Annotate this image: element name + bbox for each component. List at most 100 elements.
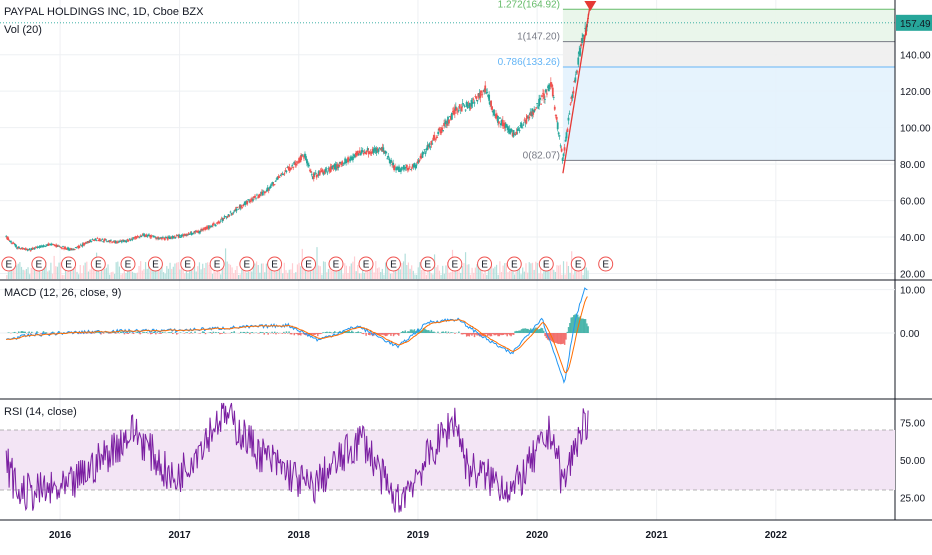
volume-bar <box>418 267 419 279</box>
candle-body <box>576 71 578 72</box>
volume-bar <box>426 275 427 279</box>
macd-title: MACD (12, 26, close, 9) <box>4 287 121 299</box>
candle-body <box>493 109 495 115</box>
candle-body <box>140 236 142 237</box>
volume-bar <box>465 252 466 279</box>
volume-bar <box>475 268 476 279</box>
macd-hist-bar <box>467 333 469 336</box>
volume-bar <box>107 264 108 279</box>
volume-bar <box>561 275 562 279</box>
candle-body <box>363 153 365 155</box>
volume-bar <box>89 269 90 279</box>
volume-bar <box>416 275 417 279</box>
volume-bar <box>423 269 424 279</box>
macd-hist-bar <box>40 333 42 334</box>
candle-body <box>577 58 579 65</box>
macd-hist-bar <box>103 333 105 334</box>
macd-hist-bar <box>326 332 328 333</box>
macd-hist-bar <box>296 333 298 334</box>
macd-hist-bar <box>356 332 358 333</box>
volume-bar <box>439 271 440 279</box>
macd-hist-bar <box>243 332 245 333</box>
x-tick-label: 2020 <box>526 530 549 541</box>
macd-hist-bar <box>156 332 158 333</box>
macd-hist-bar <box>162 332 164 333</box>
macd-hist-bar <box>450 332 452 333</box>
candle-body <box>567 129 569 132</box>
macd-hist-bar <box>172 333 174 334</box>
macd-hist-bar <box>360 332 362 333</box>
candle-body <box>473 99 475 100</box>
macd-hist-bar <box>395 333 397 334</box>
volume-bar <box>343 274 344 279</box>
volume-bar <box>380 272 381 279</box>
volume-bar <box>357 265 358 279</box>
volume-bar <box>147 269 148 279</box>
macd-hist-bar <box>220 333 222 334</box>
macd-hist-bar <box>359 332 361 333</box>
volume-bar <box>109 275 110 279</box>
macd-hist-bar <box>405 330 407 333</box>
candle-body <box>236 207 238 208</box>
volume-bar <box>9 270 10 279</box>
volume-bar <box>238 275 239 279</box>
macd-hist-bar <box>224 333 226 334</box>
volume-bar <box>318 265 319 279</box>
volume-bar <box>233 273 234 279</box>
volume-bar <box>316 247 317 279</box>
volume-bar <box>364 273 365 279</box>
candle-body <box>29 249 31 250</box>
macd-hist-bar <box>143 332 145 333</box>
volume-bar <box>537 263 538 279</box>
volume-bar <box>256 261 257 279</box>
macd-hist-bar <box>299 333 301 335</box>
volume-bar <box>328 269 329 279</box>
macd-hist-bar <box>23 332 25 333</box>
macd-hist-bar <box>427 330 429 333</box>
macd-hist-bar <box>496 333 498 335</box>
macd-hist-bar <box>223 332 225 333</box>
volume-bar <box>230 265 231 279</box>
macd-hist-bar <box>186 332 188 333</box>
candle-body <box>386 158 388 159</box>
fib-level-label: 0.786(133.26) <box>498 57 560 68</box>
macd-hist-bar <box>96 332 98 333</box>
candle-body <box>161 238 163 239</box>
macd-hist-bar <box>146 332 148 333</box>
macd-hist-bar <box>519 330 521 333</box>
volume-bar <box>106 268 107 279</box>
volume-bar <box>499 261 500 279</box>
volume-bar <box>468 264 469 279</box>
candle-body <box>535 107 537 108</box>
macd-hist-bar <box>352 332 354 333</box>
volume-bar <box>86 262 87 279</box>
macd-hist-bar <box>210 332 212 333</box>
macd-hist-bar <box>489 333 491 336</box>
volume-bar <box>145 262 146 279</box>
candle-body <box>392 163 394 166</box>
earnings-marker-label: E <box>125 260 132 271</box>
volume-bar <box>297 264 298 279</box>
volume-bar <box>104 269 105 279</box>
macd-hist-bar <box>295 333 297 334</box>
macd-hist-bar <box>401 332 403 333</box>
macd-hist-bar <box>428 330 430 333</box>
volume-bar <box>524 272 525 279</box>
volume-bar <box>280 267 281 279</box>
volume-bar <box>39 270 40 279</box>
macd-hist-bar <box>277 332 279 333</box>
price-tick-label: 20.00 <box>900 270 925 281</box>
volume-bar <box>413 271 414 279</box>
volume-bar <box>6 275 7 279</box>
candle-body <box>188 234 190 235</box>
volume-bar <box>251 271 252 279</box>
volume-bar <box>222 268 223 279</box>
volume-bar <box>150 270 151 279</box>
macd-hist-bar <box>432 332 434 333</box>
macd-hist-bar <box>557 333 559 344</box>
candle-body <box>523 125 525 126</box>
macd-hist-bar <box>185 332 187 333</box>
volume-bar <box>99 272 100 279</box>
macd-tick-label: 0.00 <box>900 329 920 340</box>
